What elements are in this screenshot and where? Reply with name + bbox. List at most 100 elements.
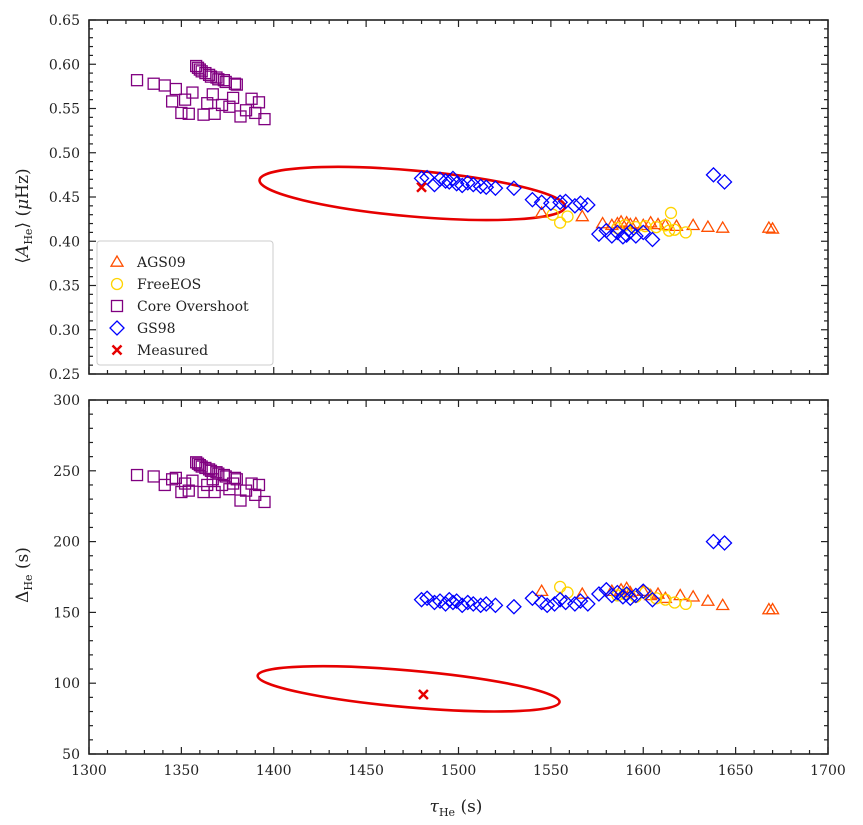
top-y-axis-label: ⟨AHe⟩ (μHz) xyxy=(13,168,35,263)
top-y-tick-label: 0.25 xyxy=(49,367,80,383)
legend-marker-gs98 xyxy=(109,320,125,336)
point-freeeos xyxy=(650,220,663,234)
point-gs98 xyxy=(705,166,722,183)
point-gs98 xyxy=(615,228,631,245)
point-gs98 xyxy=(627,228,644,244)
point-ags09 xyxy=(658,590,673,604)
point-core-overshoot xyxy=(186,86,199,99)
point-gs98 xyxy=(413,591,430,608)
point-core-overshoot xyxy=(210,466,223,479)
point-measured xyxy=(416,181,427,193)
point-ags09 xyxy=(685,589,701,602)
legend-label-measured: Measured xyxy=(137,343,208,359)
point-freeeos xyxy=(679,597,692,611)
point-ags09 xyxy=(658,218,673,231)
bottom-x-tick-label: 1450 xyxy=(348,763,384,779)
point-core-overshoot xyxy=(182,107,195,120)
point-freeeos xyxy=(611,221,624,235)
point-core-overshoot xyxy=(158,79,171,92)
point-gs98 xyxy=(598,222,615,239)
point-freeeos xyxy=(679,226,692,239)
bottom-x-tick-label: 1700 xyxy=(810,763,846,779)
bottom-frame xyxy=(88,399,829,755)
point-core-overshoot xyxy=(147,470,160,483)
point-core-overshoot xyxy=(258,112,271,126)
point-gs98 xyxy=(459,174,476,191)
point-core-overshoot xyxy=(223,100,236,113)
point-core-overshoot xyxy=(208,107,221,120)
point-gs98 xyxy=(552,194,569,211)
bottom-y-tick-label: 150 xyxy=(53,605,80,621)
point-ags09 xyxy=(715,220,730,233)
point-core-overshoot xyxy=(130,74,144,87)
point-gs98 xyxy=(506,180,522,197)
point-ags09 xyxy=(765,602,780,615)
point-core-overshoot xyxy=(130,468,144,482)
point-gs98 xyxy=(445,170,461,187)
point-gs98 xyxy=(437,173,454,189)
point-gs98 xyxy=(635,224,652,241)
top-y-tick-label: 0.30 xyxy=(49,323,80,339)
point-ags09 xyxy=(685,218,701,231)
bottom-x-tick-label: 1300 xyxy=(71,763,107,779)
point-ags09 xyxy=(534,583,549,597)
point-gs98 xyxy=(542,195,559,212)
point-gs98 xyxy=(459,594,476,611)
point-freeeos xyxy=(553,580,567,594)
point-gs98 xyxy=(472,597,489,614)
top-y-tick-label: 0.50 xyxy=(49,146,80,162)
point-freeeos xyxy=(553,216,567,229)
point-ags09 xyxy=(595,216,610,229)
point-core-overshoot xyxy=(197,108,210,121)
point-core-overshoot xyxy=(230,78,243,91)
point-core-overshoot xyxy=(202,68,216,82)
point-gs98 xyxy=(445,594,461,611)
point-gs98 xyxy=(478,595,495,612)
point-gs98 xyxy=(705,533,722,550)
point-core-overshoot xyxy=(230,473,243,486)
bottom-y-tick-label: 200 xyxy=(53,535,80,551)
legend-label-freeeos: FreeEOS xyxy=(137,277,201,293)
point-gs98 xyxy=(432,593,448,609)
x-axis-label: τHe (s) xyxy=(430,797,483,819)
bottom-y-tick-label: 300 xyxy=(53,393,80,409)
point-core-overshoot xyxy=(178,93,192,106)
point-core-overshoot xyxy=(245,92,258,105)
point-ags09 xyxy=(534,205,549,218)
bottom-y-tick-label: 50 xyxy=(62,747,80,763)
point-core-overshoot xyxy=(228,471,242,485)
bottom-series-gs98 xyxy=(413,533,733,615)
point-core-overshoot xyxy=(228,77,242,90)
point-ags09 xyxy=(700,219,716,232)
top-panel: 0.25 0.30 0.35 0.40 0.45 0.50 0.55 0.60 0.65 xyxy=(49,13,829,383)
point-gs98 xyxy=(603,587,620,604)
point-gs98 xyxy=(524,191,541,208)
point-gs98 xyxy=(557,594,574,611)
point-gs98 xyxy=(622,590,639,607)
top-y-tick-label: 0.35 xyxy=(49,279,80,295)
point-ags09 xyxy=(765,221,780,234)
point-freeeos xyxy=(668,223,681,236)
point-gs98 xyxy=(472,178,489,195)
point-core-overshoot xyxy=(202,463,216,476)
point-freeeos xyxy=(611,589,624,602)
point-freeeos xyxy=(664,206,678,220)
point-ags09 xyxy=(669,218,684,232)
legend-marker-ags09 xyxy=(109,254,125,267)
point-measured xyxy=(418,689,429,700)
bottom-x-tick-label: 1550 xyxy=(533,763,569,779)
top-series-gs98 xyxy=(413,166,733,248)
point-gs98 xyxy=(627,587,644,604)
bottom-x-tick-label: 1350 xyxy=(164,763,200,779)
point-gs98 xyxy=(413,170,430,187)
point-gs98 xyxy=(557,193,574,210)
point-core-overshoot xyxy=(165,95,179,108)
bottom-ticks xyxy=(88,399,829,755)
point-ags09 xyxy=(575,586,590,599)
point-core-overshoot xyxy=(208,485,221,499)
point-gs98 xyxy=(635,583,652,600)
point-gs98 xyxy=(539,597,556,614)
point-core-overshoot xyxy=(186,474,199,487)
top-y-tick-label: 0.45 xyxy=(49,190,80,206)
